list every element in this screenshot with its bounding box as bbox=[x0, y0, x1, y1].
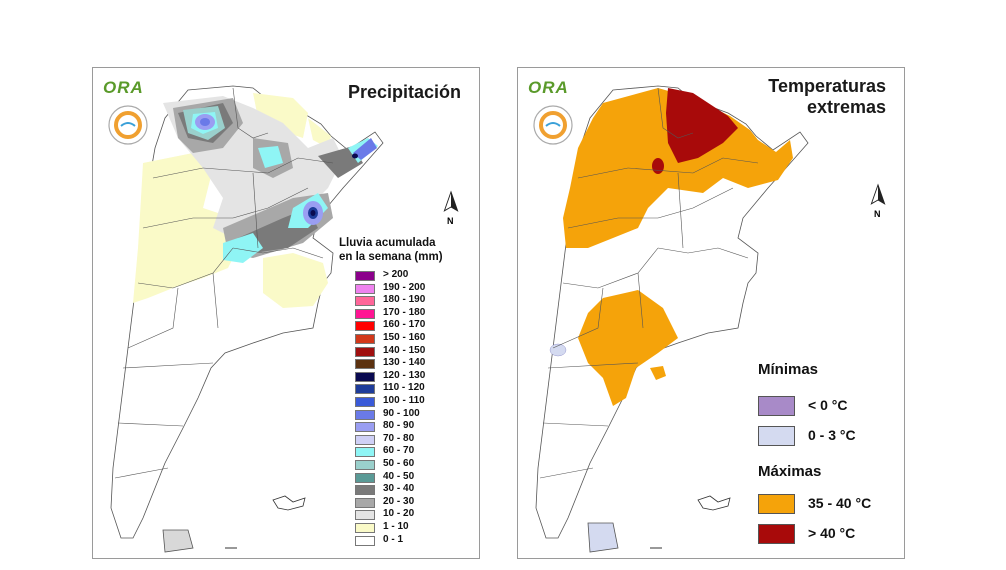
rain-30-40-area bbox=[318, 146, 363, 178]
legend-label: 60 - 70 bbox=[383, 445, 415, 457]
legend-swatch bbox=[355, 321, 375, 332]
legend-swatch bbox=[758, 396, 795, 416]
ora-logo-text: ORA bbox=[528, 78, 569, 97]
province-borders bbox=[539, 87, 759, 479]
legend-swatch bbox=[355, 485, 375, 496]
legend-swatch bbox=[355, 308, 375, 319]
legend-label: 150 - 160 bbox=[383, 332, 426, 343]
legend-swatch bbox=[355, 523, 375, 533]
rain-1-10-area bbox=[263, 253, 328, 308]
legend-label: > 200 bbox=[383, 269, 409, 280]
legend-label: 35 - 40 °C bbox=[808, 495, 872, 511]
north-label: N bbox=[874, 209, 881, 219]
legend-label: 90 - 100 bbox=[383, 407, 420, 419]
legend-swatch bbox=[758, 494, 795, 514]
temperature-title-line1: Temperaturas bbox=[768, 76, 886, 96]
maximas-heading: Máximas bbox=[758, 463, 822, 480]
smn-seal-icon bbox=[533, 105, 573, 145]
rain-1-10-area bbox=[133, 153, 243, 303]
legend-title-line1: Lluvia acumulada bbox=[339, 237, 436, 249]
legend-label: 170 - 180 bbox=[383, 306, 426, 318]
max-above-40-area bbox=[652, 158, 664, 174]
tierra-del-fuego bbox=[587, 522, 619, 553]
smn-seal-icon bbox=[108, 105, 148, 145]
legend-swatch bbox=[355, 535, 375, 546]
legend-label: 140 - 150 bbox=[383, 344, 426, 356]
tierra-del-fuego bbox=[162, 529, 194, 553]
rain-1-10-area bbox=[253, 93, 308, 138]
legend-swatch bbox=[355, 409, 375, 420]
rain-120-130-area bbox=[352, 153, 358, 159]
precipitation-legend: > 200 190 - 200 180 - 190 170 - 180 160 - 17… bbox=[355, 269, 475, 558]
rain-60-70-area bbox=[258, 146, 283, 168]
legend-label: 100 - 110 bbox=[383, 395, 425, 406]
rain-60-70-area bbox=[223, 233, 263, 263]
legend-label: 110 - 120 bbox=[383, 382, 425, 394]
legend-swatch bbox=[355, 434, 375, 445]
north-arrow-icon bbox=[443, 190, 459, 212]
rain-90-100-area bbox=[200, 118, 210, 126]
legend-label: 50 - 60 bbox=[383, 458, 415, 469]
legend-swatch bbox=[355, 346, 375, 357]
legend-swatch bbox=[758, 426, 795, 446]
legend-swatch bbox=[355, 422, 375, 433]
legend-swatch bbox=[355, 510, 375, 521]
temperature-map bbox=[535, 85, 809, 553]
malvinas-islands bbox=[697, 495, 731, 511]
legend-swatch bbox=[355, 271, 375, 281]
legend-title-line2: en la semana (mm) bbox=[339, 251, 443, 263]
legend-label: 40 - 50 bbox=[383, 470, 415, 482]
legend-label: 70 - 80 bbox=[383, 432, 415, 444]
legend-swatch bbox=[355, 447, 375, 458]
ora-logo: ORA bbox=[528, 76, 588, 146]
legend-label: 1 - 10 bbox=[383, 521, 409, 532]
legend-swatch bbox=[355, 283, 375, 294]
legend-label: 0 - 1 bbox=[383, 533, 404, 545]
legend-label: < 0 °C bbox=[808, 397, 848, 413]
legend-swatch bbox=[355, 359, 375, 370]
rain-90-100-area bbox=[353, 138, 377, 160]
legend-swatch bbox=[355, 296, 375, 307]
legend-label: 0 - 3 °C bbox=[808, 427, 856, 443]
legend-label: 30 - 40 bbox=[383, 483, 415, 495]
rain-120-130-area bbox=[310, 210, 316, 216]
malvinas-islands bbox=[272, 495, 306, 511]
temperature-map-panel: ORA Temperaturas extremas N Mínimas < 0 … bbox=[517, 67, 905, 559]
legend-label: 190 - 200 bbox=[383, 281, 426, 293]
legend-label: 160 - 170 bbox=[383, 319, 426, 331]
legend-label: 180 - 190 bbox=[383, 294, 426, 306]
legend-swatch bbox=[355, 371, 375, 382]
north-arrow-icon bbox=[870, 183, 886, 205]
legend-swatch bbox=[758, 524, 795, 544]
ora-logo-text: ORA bbox=[103, 78, 144, 97]
ora-logo: ORA bbox=[103, 76, 163, 146]
province-borders bbox=[114, 87, 334, 479]
rain-1-10-area bbox=[308, 118, 331, 148]
max-above-40-area bbox=[666, 88, 738, 163]
minimas-heading: Mínimas bbox=[758, 361, 819, 378]
legend-label: > 40 °C bbox=[808, 525, 856, 541]
legend-label: 80 - 90 bbox=[383, 420, 415, 432]
legend-swatch bbox=[355, 397, 375, 407]
legend-swatch bbox=[355, 497, 375, 508]
min-0-3-area bbox=[549, 343, 567, 357]
precipitation-map bbox=[110, 85, 384, 553]
temperature-title: Temperaturas extremas bbox=[768, 76, 886, 118]
temperature-title-line2: extremas bbox=[806, 97, 886, 117]
legend-swatch bbox=[355, 472, 375, 483]
legend-label: 130 - 140 bbox=[383, 357, 426, 369]
legend-label: 120 - 130 bbox=[383, 369, 426, 381]
legend-label: 10 - 20 bbox=[383, 508, 415, 520]
max-35-40-area bbox=[578, 290, 678, 406]
north-label: N bbox=[447, 216, 454, 226]
legend-swatch bbox=[355, 460, 375, 470]
precipitation-map-panel: ORA Precipitación N Lluvia acumulada en … bbox=[92, 67, 480, 559]
precipitation-title: Precipitación bbox=[347, 82, 461, 102]
legend-swatch bbox=[355, 384, 375, 395]
legend-label: 20 - 30 bbox=[383, 495, 415, 507]
legend-swatch bbox=[355, 334, 375, 344]
max-35-40-area bbox=[650, 366, 666, 380]
